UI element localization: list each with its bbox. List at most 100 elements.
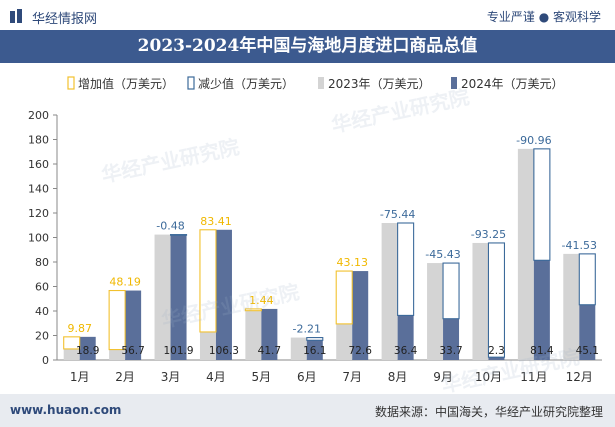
data-source: 数据来源：中国海关，华经产业研究院整理 [374, 405, 603, 419]
data-label-2024: 18.9 [76, 345, 99, 357]
change-label: 83.41 [200, 215, 232, 228]
y-tick-label: 160 [28, 158, 49, 171]
increase-box [63, 336, 81, 350]
data-label-2024: 101.9 [164, 345, 194, 357]
change-label: 43.13 [336, 256, 368, 269]
x-tick-label: 3月 [161, 370, 181, 384]
legend-swatch [187, 76, 195, 90]
bar-2024 [579, 304, 596, 360]
bar-2023 [517, 148, 534, 360]
x-tick-label: 4月 [206, 370, 226, 384]
bar-2023 [472, 242, 489, 360]
x-tick-label: 11月 [520, 370, 547, 384]
increase-box [108, 289, 126, 351]
decrease-box [442, 262, 460, 320]
brand-name: 华经情报网 [32, 12, 98, 27]
legend-swatch [318, 77, 324, 89]
legend-swatch [67, 76, 75, 90]
chart: 增加值（万美元） 减少值（万美元） 2023年（万美元） 2024年（万美元） 0 20 4… [28, 76, 602, 384]
bar-2024 [352, 271, 369, 360]
x-tick-label: 2月 [115, 370, 135, 384]
data-label-2024: 72.6 [349, 345, 373, 357]
y-tick-label: 180 [28, 134, 49, 147]
bar-2023 [63, 348, 80, 360]
change-label: -93.25 [471, 228, 506, 241]
x-tick-label: 7月 [342, 370, 362, 384]
x-tick-label: 5月 [252, 370, 272, 384]
bar-2024 [488, 357, 505, 360]
data-label-2024: 2.3 [488, 345, 505, 357]
y-tick-label: 60 [35, 281, 49, 294]
bar-2024 [533, 260, 550, 360]
decrease-box [578, 253, 596, 306]
bar-2024 [306, 340, 323, 360]
y-tick-label: 140 [28, 183, 49, 196]
top-bar: 华经情报网 专业严谨 ● 客观科学 [0, 0, 615, 30]
bar-2024 [215, 229, 232, 360]
change-label: 1.44 [249, 294, 274, 307]
bar-2023 [154, 234, 171, 360]
bar-2023 [563, 253, 580, 360]
legend-label: 2024年（万美元） [461, 77, 564, 91]
data-label-2024: 106.3 [209, 345, 239, 357]
y-tick-label: 120 [28, 207, 49, 220]
bar-2023 [199, 331, 216, 360]
footer-url[interactable]: www.huaon.com [10, 403, 122, 417]
data-label-2024: 45.1 [576, 345, 599, 357]
bar-2023 [336, 323, 353, 360]
decrease-box [397, 222, 415, 316]
bar-2023 [109, 349, 126, 360]
slogan: 专业严谨 ● 客观科学 [486, 10, 601, 24]
bar-2023 [290, 337, 307, 360]
change-label: -2.21 [293, 323, 321, 336]
legend-label: 增加值（万美元） [78, 76, 174, 91]
legend-swatch [451, 77, 457, 89]
title-bar [0, 30, 615, 63]
increase-box [244, 308, 262, 312]
bar-2024 [443, 318, 460, 360]
data-label-2024: 36.4 [394, 345, 418, 357]
change-label: -41.53 [562, 239, 597, 252]
bar-2023 [245, 310, 262, 360]
bar-2024 [397, 315, 414, 360]
data-label-2024: 41.7 [258, 345, 281, 357]
change-label: -0.48 [156, 220, 184, 233]
change-label: -90.96 [516, 134, 551, 147]
data-label-2024: 56.7 [121, 345, 144, 357]
y-tick-label: 80 [35, 256, 49, 269]
increase-box [199, 229, 217, 333]
change-label: -75.44 [380, 208, 415, 221]
bar-2023 [381, 222, 398, 360]
x-tick-label: 12月 [566, 370, 593, 384]
x-tick-label: 6月 [297, 370, 317, 384]
decrease-box [306, 337, 324, 341]
bar-2024 [79, 336, 96, 360]
x-tick-label: 1月 [70, 370, 90, 384]
decrease-box [533, 148, 551, 261]
data-label-2024: 81.4 [530, 345, 554, 357]
bar-2024 [170, 235, 187, 360]
y-tick-label: 200 [28, 109, 49, 122]
increase-box [335, 270, 353, 325]
data-label-2024: 33.7 [439, 345, 462, 357]
change-label: 9.87 [67, 322, 92, 335]
legend-label: 2023年（万美元） [328, 77, 431, 91]
footer-bar [0, 394, 615, 427]
bar-2024 [125, 290, 142, 360]
y-tick-label: 40 [35, 305, 49, 318]
change-label: 48.19 [109, 276, 141, 289]
decrease-box [487, 242, 506, 358]
y-tick-label: 20 [35, 330, 49, 343]
legend-label: 减少值（万美元） [198, 76, 294, 91]
y-tick-label: 100 [28, 232, 49, 245]
x-tick-label: 9月 [433, 370, 453, 384]
bar-2024 [261, 308, 278, 360]
logo-icon [10, 9, 22, 23]
change-label: -45.43 [425, 248, 460, 261]
x-tick-label: 8月 [388, 370, 408, 384]
y-tick-label: 0 [42, 354, 49, 367]
bar-2023 [427, 263, 444, 360]
x-tick-label: 10月 [475, 370, 502, 384]
data-label-2024: 16.1 [303, 345, 326, 357]
decrease-box [169, 234, 188, 236]
